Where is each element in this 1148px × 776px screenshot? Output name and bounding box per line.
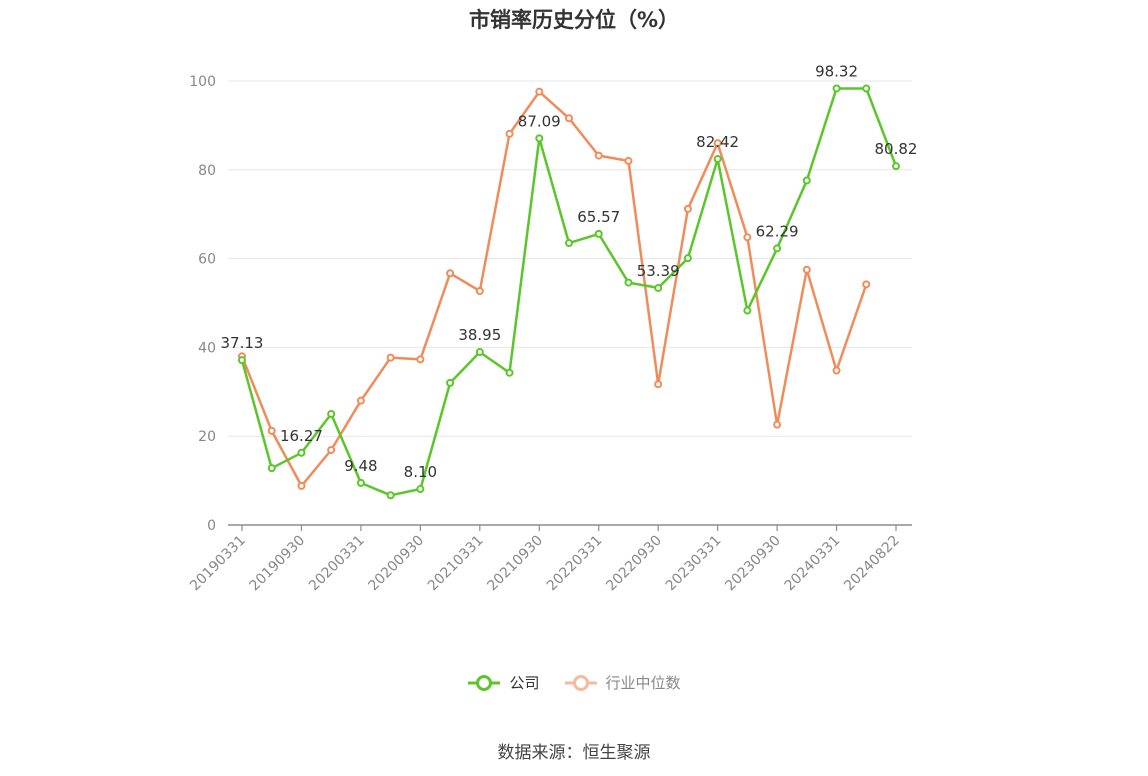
data-point-company [386, 491, 395, 500]
data-point-company [356, 478, 365, 487]
x-tick-label: 20230930 [722, 533, 784, 595]
x-tick-label: 20240822 [841, 533, 903, 595]
data-point-industry [654, 380, 663, 389]
data-point-industry [743, 233, 752, 242]
source-note: 数据来源：恒生聚源 [497, 743, 651, 763]
y-tick-label: 80 [198, 163, 216, 179]
data-label: 87.09 [518, 112, 561, 130]
data-point-company [832, 84, 841, 93]
legend-company-marker-icon [468, 674, 501, 691]
x-tick-label: 20190930 [247, 533, 309, 595]
data-point-company [446, 378, 455, 387]
y-tick-label: 20 [198, 429, 216, 445]
data-point-industry [683, 204, 692, 213]
data-point-industry [832, 366, 841, 375]
data-point-industry [535, 87, 544, 96]
series-lines [238, 84, 900, 500]
data-point-company [654, 283, 663, 292]
data-point-industry [267, 426, 276, 435]
chart-title: 市销率历史分位（%） [468, 8, 680, 32]
data-point-industry [862, 280, 871, 289]
x-tick-label: 20210930 [484, 533, 546, 595]
data-point-company [267, 464, 276, 473]
x-tick-label: 20220331 [544, 533, 606, 595]
legend-industry-label: 行业中位数 [605, 674, 681, 692]
data-point-industry [624, 156, 633, 165]
series-line-industry [240, 90, 868, 488]
data-point-company [802, 176, 811, 185]
data-point-industry [505, 129, 514, 138]
data-point-company [743, 306, 752, 315]
data-point-company [773, 244, 782, 253]
legend-item-company[interactable]: 公司 [467, 672, 540, 693]
y-tick-label: 60 [198, 252, 216, 268]
data-point-company [892, 162, 900, 171]
grid-lines [228, 80, 912, 437]
data-point-industry [386, 353, 395, 362]
data-point-industry [475, 287, 484, 296]
data-label: 37.13 [221, 334, 264, 352]
data-point-company [297, 448, 306, 457]
y-tick-label: 40 [198, 340, 216, 356]
data-label: 8.10 [404, 463, 437, 481]
data-label: 82.42 [696, 133, 739, 151]
data-point-industry [802, 265, 811, 274]
series-line-company [240, 87, 898, 497]
data-point-industry [327, 445, 336, 454]
data-point-company [862, 84, 871, 93]
data-point-company [624, 278, 633, 287]
data-point-company [327, 410, 336, 418]
data-point-company [238, 356, 246, 365]
data-point-company [416, 485, 425, 494]
legend-company-label: 公司 [509, 674, 540, 692]
data-point-company [475, 348, 484, 357]
data-point-industry [594, 151, 603, 160]
x-tick-label: 20190331 [187, 533, 249, 595]
x-tick-label: 20220930 [603, 533, 665, 595]
data-point-industry [416, 355, 425, 364]
x-tick-label: 20200930 [365, 533, 427, 595]
data-point-company [565, 239, 573, 248]
axes: 0 20 40 60 80 100 2019033120190930202003312020… [187, 74, 912, 594]
data-point-industry [446, 269, 455, 278]
x-tick-label: 20230331 [663, 533, 725, 595]
data-point-company [683, 254, 692, 263]
data-label: 80.82 [875, 140, 918, 158]
data-label: 62.29 [756, 222, 799, 240]
data-point-industry [565, 114, 573, 123]
data-labels: 37.13 16.27 9.48 8.10 38.95 87.09 65.57 53.39 82… [221, 62, 918, 481]
data-point-industry [773, 420, 782, 429]
data-label: 98.32 [815, 62, 858, 80]
legend-industry-marker-icon [564, 674, 597, 691]
x-tick-label: 20210331 [425, 533, 487, 595]
data-label: 65.57 [577, 208, 620, 226]
data-point-industry [356, 396, 365, 405]
data-label: 9.48 [344, 457, 377, 475]
x-tick-label: 20200331 [306, 533, 368, 595]
data-label: 53.39 [637, 262, 680, 280]
data-label: 38.95 [458, 326, 501, 344]
legend-item-industry[interactable]: 行业中位数 [564, 672, 681, 693]
data-point-company [535, 134, 544, 143]
data-point-company [505, 368, 514, 377]
legend: 公司 行业中位数 [0, 672, 1148, 693]
y-tick-label: 100 [189, 74, 216, 90]
data-point-company [713, 155, 722, 164]
data-point-industry [713, 139, 722, 148]
data-label: 16.27 [280, 427, 323, 445]
x-tick-label: 20240331 [782, 533, 844, 595]
y-tick-label: 0 [207, 518, 216, 534]
data-point-company [594, 229, 603, 238]
data-point-industry [297, 481, 306, 490]
